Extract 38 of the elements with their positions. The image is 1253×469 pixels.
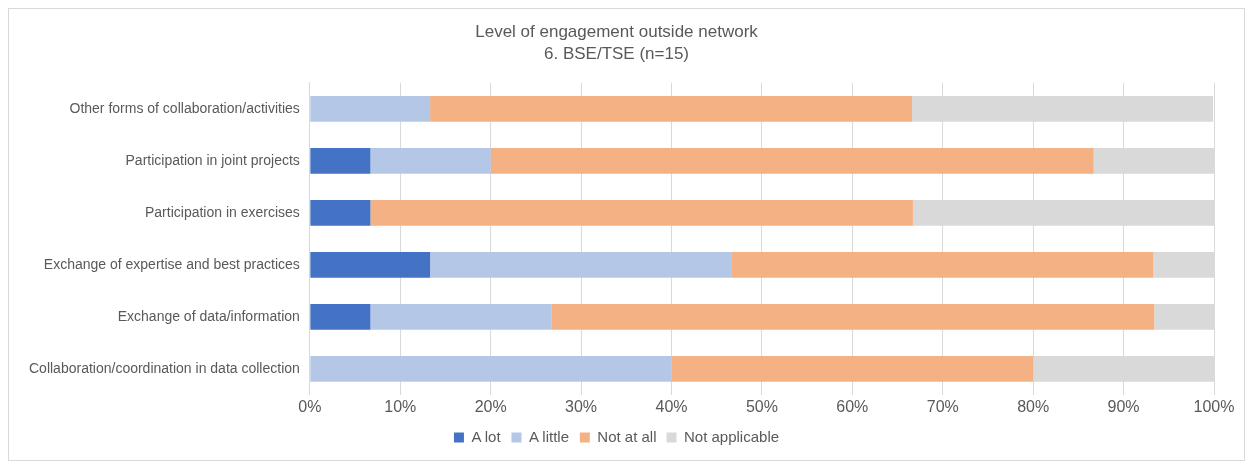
bar: [430, 95, 913, 122]
x-tick-label: 60%: [836, 397, 869, 415]
y-tick-label: Collaboration/coordination in data collection: [29, 359, 300, 376]
bar: [310, 355, 672, 382]
x-tick-label: 70%: [926, 397, 959, 415]
chart-subtitle: 6. BSE/TSE (n=15): [543, 44, 690, 64]
x-tick-label: 100%: [1193, 397, 1235, 415]
bar: [490, 147, 1094, 174]
x-tick-label: 0%: [298, 397, 322, 415]
legend-label: A little: [528, 427, 569, 445]
legend-label: Not applicable: [684, 427, 780, 445]
x-tick-label: 40%: [655, 397, 688, 415]
legend-label: A lot: [471, 427, 502, 445]
legend-label: Not at all: [597, 427, 657, 445]
bar: [310, 251, 431, 278]
x-tick-label: 80%: [1017, 397, 1050, 415]
y-tick-label: Other forms of collaboration/activities: [69, 99, 300, 116]
bar: [310, 303, 371, 330]
x-tick-label: 90%: [1107, 397, 1140, 415]
x-tick-label: 30%: [565, 397, 598, 415]
x-tick-label: 50%: [745, 397, 778, 415]
x-tick-label: 20%: [474, 397, 507, 415]
chart-title: Level of engagement outside network: [475, 21, 759, 41]
bar: [430, 251, 732, 278]
bar: [370, 303, 552, 330]
y-tick-label: Exchange of expertise and best practices: [43, 255, 300, 272]
bar: [731, 251, 1154, 278]
bar: [370, 199, 913, 226]
bar: [551, 303, 1155, 330]
bar: [310, 199, 371, 226]
y-tick-label: Exchange of data/information: [117, 307, 300, 324]
bar: [370, 147, 491, 174]
bar: [310, 147, 371, 174]
bar: [671, 355, 1034, 382]
bar: [310, 95, 431, 122]
y-tick-label: Participation in exercises: [144, 203, 300, 220]
x-tick-label: 10%: [384, 397, 417, 415]
y-tick-label: Participation in joint projects: [125, 151, 300, 168]
